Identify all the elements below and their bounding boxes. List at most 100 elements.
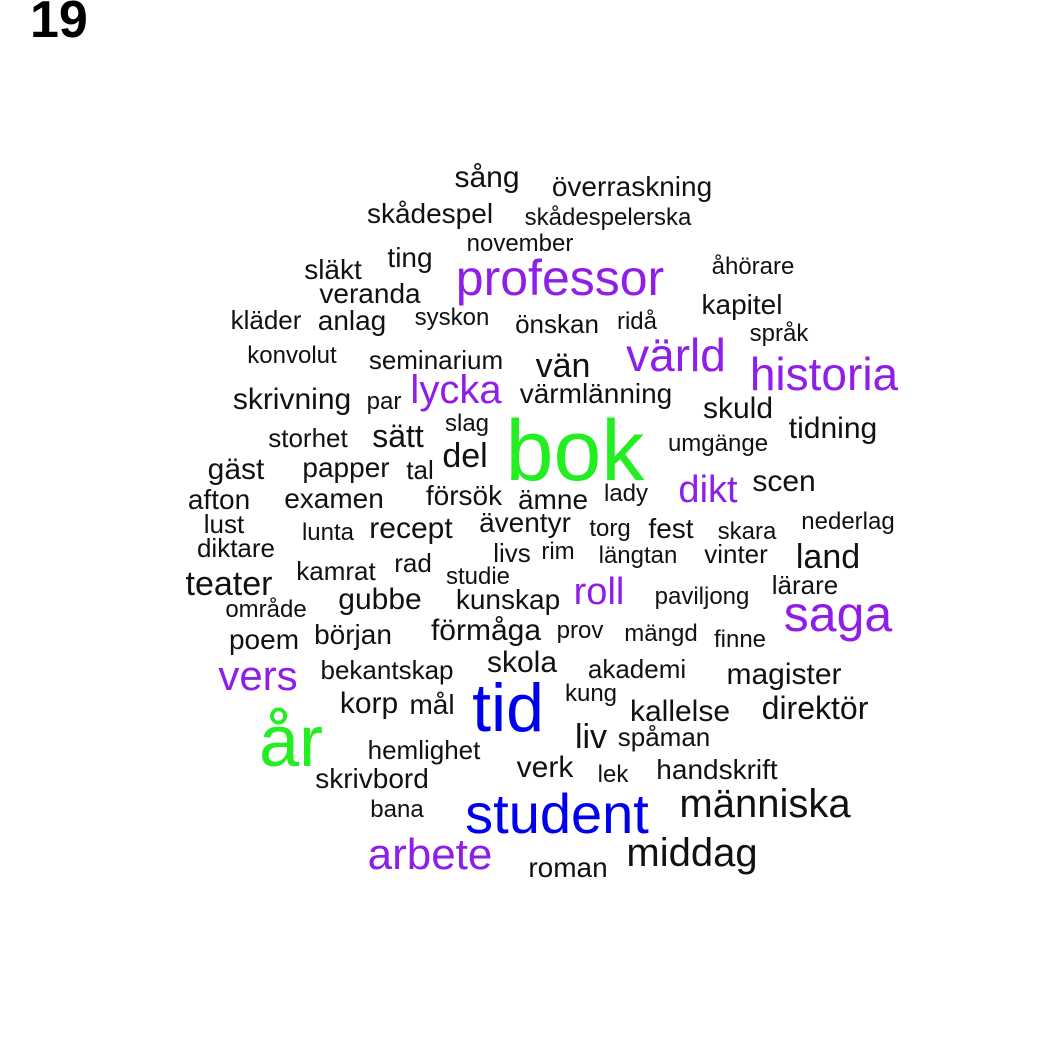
word-lek: lek	[597, 761, 629, 788]
word-bekantskap: bekantskap	[320, 655, 454, 685]
word-tid: tid	[472, 670, 544, 746]
word-recept: recept	[369, 512, 453, 545]
word-vers: vers	[218, 652, 298, 699]
word-amne: ämne	[517, 484, 589, 515]
word-examen: examen	[284, 483, 384, 514]
word-onskan: önskan	[515, 309, 599, 339]
word-gubbe: gubbe	[338, 583, 422, 616]
word-van: vän	[535, 347, 591, 385]
word-direktor: direktör	[761, 690, 869, 726]
word-studie: studie	[445, 563, 511, 590]
word-nederlag: nederlag	[801, 508, 895, 535]
word-arbete: arbete	[367, 830, 493, 879]
word-skrivning: skrivning	[232, 383, 352, 416]
word-lunta: lunta	[301, 519, 355, 546]
word-bok: bok	[505, 403, 645, 499]
word-aventyr: äventyr	[479, 507, 571, 538]
word-seminarium: seminarium	[368, 345, 504, 375]
word-skola: skola	[486, 646, 558, 679]
word-afton: afton	[187, 484, 251, 515]
word-finne: finne	[713, 626, 767, 653]
word-sang: sång	[454, 161, 520, 194]
word-korp: korp	[339, 687, 399, 720]
word-spaman: spåman	[617, 722, 711, 752]
word-historia: historia	[749, 348, 899, 400]
word-diktare: diktare	[196, 533, 276, 563]
word-overraskning: överraskning	[551, 171, 713, 202]
word-saga: saga	[783, 586, 893, 642]
word-langtan: längtan	[598, 542, 678, 569]
word-kapitel: kapitel	[701, 289, 783, 320]
word-forsok: försök	[425, 480, 503, 511]
word-konvolut: konvolut	[247, 342, 337, 369]
word-prov: prov	[556, 617, 604, 644]
word-roll: roll	[573, 571, 625, 613]
word-papper: papper	[302, 452, 390, 483]
word-ting: ting	[387, 242, 433, 273]
word-syskon: syskon	[414, 304, 490, 331]
word-sprak: språk	[749, 320, 809, 347]
word-akademi: akademi	[587, 654, 687, 684]
word-livs: livs	[493, 538, 531, 568]
word-scen: scen	[752, 465, 816, 498]
page-title: 19	[30, 0, 88, 49]
word-ar: år	[258, 702, 324, 782]
word-lycka: lycka	[410, 368, 502, 412]
word-veranda: veranda	[319, 278, 421, 309]
word-rida: ridå	[616, 308, 658, 335]
word-lady: lady	[603, 480, 649, 507]
word-skuld: skuld	[702, 392, 774, 425]
word-tidning: tidning	[788, 412, 878, 445]
word-professor: professor	[455, 250, 665, 306]
word-skrivbord: skrivbord	[315, 763, 429, 794]
word-gast: gäst	[207, 453, 265, 486]
word-bana: bana	[370, 796, 424, 823]
word-tal: tal	[406, 455, 434, 485]
word-varmlanning: värmlänning	[519, 378, 673, 409]
word-borjan: början	[314, 619, 392, 650]
word-satt: sätt	[372, 418, 424, 454]
word-varld: värld	[626, 329, 726, 381]
word-skadespelerska: skådespelerska	[524, 204, 692, 231]
word-skadespel: skådespel	[366, 198, 494, 229]
word-kung: kung	[564, 680, 618, 707]
word-handskrift: handskrift	[656, 754, 778, 785]
word-poem: poem	[228, 624, 300, 655]
word-roman: roman	[528, 852, 608, 883]
word-student: student	[465, 782, 649, 845]
word-teater: teater	[185, 565, 273, 603]
word-land: land	[795, 538, 861, 576]
word-rim: rim	[541, 538, 575, 565]
word-skara: skara	[717, 518, 777, 545]
word-mangd: mängd	[624, 620, 698, 647]
word-torg: torg	[589, 515, 631, 542]
word-magister: magister	[726, 658, 842, 691]
word-verk: verk	[516, 751, 574, 784]
word-middag: middag	[626, 831, 758, 875]
word-dikt: dikt	[678, 469, 738, 511]
word-kallelse: kallelse	[629, 695, 731, 728]
word-liv: liv	[574, 718, 608, 756]
word-rad: rad	[394, 548, 432, 578]
word-kamrat: kamrat	[296, 556, 376, 586]
word-vinter: vinter	[704, 539, 768, 569]
word-anlag: anlag	[317, 305, 387, 336]
word-omrade: område	[225, 596, 307, 623]
word-larare: lärare	[771, 570, 839, 600]
word-formaga: förmåga	[430, 614, 542, 647]
word-par: par	[366, 388, 402, 415]
word-umgange: umgänge	[667, 430, 769, 457]
word-paviljong: paviljong	[654, 583, 750, 610]
word-klader: kläder	[230, 305, 302, 335]
word-fest: fest	[648, 513, 694, 544]
word-mal: mål	[409, 689, 455, 720]
word-lust: lust	[203, 509, 245, 539]
word-kunskap: kunskap	[455, 584, 561, 615]
word-manniska: människa	[679, 782, 851, 826]
word-ahorare: åhörare	[711, 253, 795, 280]
word-november: november	[466, 230, 574, 257]
word-del: del	[442, 437, 488, 475]
word-slakt: släkt	[304, 254, 362, 285]
word-hemlighet: hemlighet	[367, 735, 481, 765]
